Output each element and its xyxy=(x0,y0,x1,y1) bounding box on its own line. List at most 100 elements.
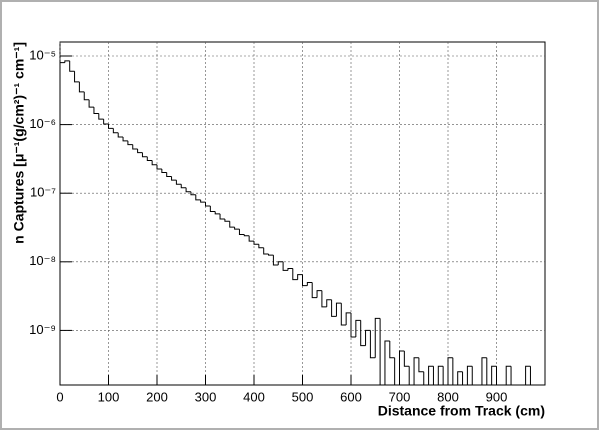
histogram-bin xyxy=(462,371,468,386)
histogram-bin xyxy=(229,221,235,228)
histogram-bin xyxy=(384,340,390,385)
x-tick-label: 400 xyxy=(243,389,265,404)
histogram-bin xyxy=(122,136,128,142)
histogram-bin xyxy=(287,267,293,271)
histogram-bin xyxy=(335,302,342,317)
histogram-bin xyxy=(481,357,487,385)
histogram-bin xyxy=(146,156,153,161)
histogram-bin xyxy=(64,60,70,63)
histogram-bin xyxy=(78,81,85,93)
histogram-bin xyxy=(224,219,230,222)
histogram-bin xyxy=(200,199,206,203)
histogram-bin xyxy=(156,164,162,170)
x-tick-label: 500 xyxy=(292,389,314,404)
histogram-bin xyxy=(69,60,75,72)
histogram-bin xyxy=(166,172,172,178)
histogram-bin xyxy=(214,211,221,215)
histogram-bin xyxy=(321,290,327,308)
histogram-bin xyxy=(428,365,434,385)
histogram-bin xyxy=(525,365,531,385)
x-axis-title: Distance from Track (cm) xyxy=(378,403,545,419)
histogram-bin xyxy=(355,319,361,338)
histogram-bin xyxy=(452,357,458,386)
histogram-bin xyxy=(510,366,516,386)
histogram-bin xyxy=(360,320,366,347)
histogram-bin xyxy=(350,312,356,338)
histogram-bin xyxy=(418,357,424,373)
histogram-bin xyxy=(447,357,453,385)
histogram-bin xyxy=(253,241,259,245)
y-tick-label: 10⁻⁵ xyxy=(29,47,56,62)
x-tick-label: 700 xyxy=(389,389,411,404)
x-tick-label: 900 xyxy=(486,389,508,404)
histogram-bin xyxy=(306,281,313,286)
histogram-bin xyxy=(263,247,269,255)
histogram-bin xyxy=(190,191,196,196)
histogram-bin xyxy=(219,213,225,220)
histogram-bin xyxy=(248,235,254,242)
histogram-bin xyxy=(83,91,90,101)
histogram-bin xyxy=(496,366,502,386)
histogram-bin xyxy=(88,99,94,108)
histogram-bin xyxy=(413,357,419,385)
histogram-bin xyxy=(486,357,492,386)
histogram-bin xyxy=(268,253,274,256)
histogram-bin xyxy=(234,227,240,230)
histogram-bin xyxy=(379,318,385,386)
histogram-bin xyxy=(369,330,376,359)
histogram-bin xyxy=(137,149,143,154)
histogram-bin xyxy=(127,140,133,146)
plot-frame xyxy=(59,41,546,386)
histogram-bin xyxy=(238,229,245,236)
histogram-bin xyxy=(243,234,250,237)
x-tick-label: 800 xyxy=(437,389,459,404)
histogram-bin xyxy=(258,244,264,249)
histogram-bin xyxy=(74,71,80,83)
histogram-bin xyxy=(282,261,288,271)
x-tick-label: 200 xyxy=(146,389,168,404)
histogram-bin xyxy=(442,366,448,386)
histogram-bin xyxy=(175,180,182,185)
histogram-bin xyxy=(161,169,167,174)
histogram-bin xyxy=(59,62,65,385)
y-tick-label: 10⁻⁶ xyxy=(29,116,56,131)
histogram-bin xyxy=(374,317,381,358)
histogram-bin xyxy=(108,124,114,129)
histogram-bin xyxy=(316,290,322,298)
x-tick-label: 300 xyxy=(195,389,217,404)
histogram-bin xyxy=(195,194,201,201)
y-tick-label: 10⁻⁹ xyxy=(29,322,56,337)
y-axis-title: n Captures [μ⁻¹(g/cm²)⁻¹ cm⁻¹] xyxy=(11,42,27,244)
histogram-bin xyxy=(326,299,332,307)
y-tick-label: 10⁻⁷ xyxy=(30,185,56,200)
histogram-bin xyxy=(331,299,337,317)
histogram-bin xyxy=(171,176,177,181)
histogram-bin xyxy=(505,365,512,385)
histogram-bin xyxy=(103,119,109,125)
histogram-bin xyxy=(209,206,216,213)
histogram-bin xyxy=(93,107,99,115)
histogram-bin xyxy=(117,132,124,138)
histogram-bin xyxy=(403,351,410,367)
histogram-bin xyxy=(185,187,191,193)
histogram-bin xyxy=(340,303,347,326)
histogram-bin xyxy=(302,274,308,287)
histogram-bin xyxy=(292,268,298,281)
histogram-bin xyxy=(345,312,351,325)
x-tick-label: 600 xyxy=(340,389,362,404)
histogram-bin xyxy=(437,365,444,385)
histogram-bin xyxy=(180,184,187,189)
histogram-bin xyxy=(297,274,303,280)
histogram-bin xyxy=(205,202,211,207)
histogram-bin xyxy=(457,371,463,385)
histogram-bin xyxy=(529,366,536,386)
histogram-bin xyxy=(399,350,405,385)
histogram-bin xyxy=(389,341,395,359)
histogram-bin xyxy=(151,160,157,166)
histogram-bin xyxy=(471,366,478,386)
histogram-bin xyxy=(272,255,279,266)
x-tick-label: 100 xyxy=(98,389,120,404)
histogram-bin xyxy=(423,371,429,386)
histogram-bin xyxy=(394,357,400,386)
